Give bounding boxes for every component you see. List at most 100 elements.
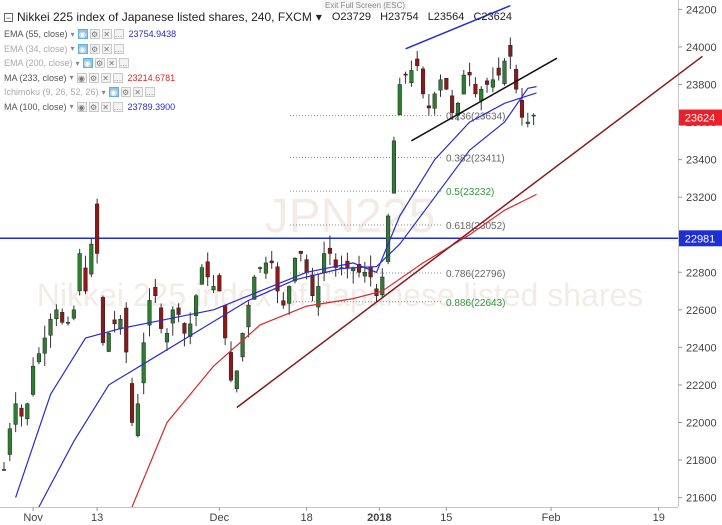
fib-level-label: 0.786(22796) — [446, 269, 506, 280]
y-tick-label: 24200 — [686, 4, 717, 16]
moving-average-line — [38, 86, 537, 508]
candle-body — [83, 267, 88, 292]
trendline-channel-top — [405, 4, 511, 50]
more-icon[interactable]: … — [118, 58, 129, 69]
candle-body — [258, 267, 263, 269]
candle-body — [1, 469, 7, 471]
candle-body — [415, 58, 420, 66]
candle-body — [89, 243, 94, 275]
price-badge — [679, 230, 722, 247]
eye-icon[interactable]: ◉ — [76, 101, 87, 112]
more-icon[interactable]: … — [112, 72, 123, 83]
candle-body — [467, 72, 472, 76]
candle-body — [362, 272, 367, 277]
settings-icon[interactable]: ⚙ — [88, 101, 99, 112]
indicator-row[interactable]: MA (100, close) ▾ ◉ ⚙ ✕… 23789.3900 — [4, 100, 518, 115]
indicator-row[interactable]: EMA (55, close) ▾ ◉ ⚙ ✕… 23754.9438 — [4, 27, 518, 42]
indicator-row[interactable]: MA (233, close) ▾ ◉ ⚙ ✕… 23214.6781 — [4, 71, 518, 86]
candle-body — [129, 383, 135, 423]
indicator-row[interactable]: EMA (34, close) ▾ ◉ ⚙ ✕… — [4, 42, 518, 57]
more-icon[interactable]: … — [112, 101, 123, 112]
candle-body — [19, 407, 24, 417]
candle-body — [211, 286, 216, 291]
high-value: H23754 — [380, 11, 419, 23]
more-icon[interactable]: … — [144, 87, 155, 98]
fib-level-label: 0.236(23634) — [446, 112, 506, 123]
exit-fullscreen-button[interactable]: Exit Full Screen (ESC) — [322, 0, 409, 11]
legend-title-row: − Nikkei 225 index of Japanese listed sh… — [4, 10, 518, 24]
candle-body — [199, 267, 204, 285]
candle-body — [432, 93, 437, 109]
symbol-title: Nikkei 225 index of Japanese listed shar… — [17, 10, 312, 24]
candle-body — [240, 333, 245, 358]
eye-icon[interactable]: ◉ — [77, 29, 88, 40]
delete-icon[interactable]: ✕ — [101, 29, 112, 40]
chevron-down-icon[interactable]: ▾ — [70, 44, 75, 54]
indicator-value: 23789.3900 — [127, 101, 176, 112]
candle-body — [391, 140, 396, 194]
candle-body — [269, 260, 274, 264]
chevron-down-icon[interactable]: ▾ — [315, 10, 322, 24]
candle-body — [356, 264, 362, 273]
collapse-icon[interactable]: − — [4, 12, 13, 23]
x-tick-label: 19 — [653, 512, 665, 524]
candle-body — [444, 78, 449, 90]
delete-icon[interactable]: ✕ — [100, 101, 111, 112]
candle-body — [100, 297, 105, 343]
candle-body — [176, 307, 181, 315]
candle-body — [287, 286, 292, 304]
candle-body — [112, 319, 117, 325]
candle-body — [490, 79, 495, 88]
candle-body — [281, 300, 286, 306]
eye-icon[interactable]: ◉ — [82, 58, 93, 69]
candle-body — [438, 79, 443, 91]
candle-body — [228, 352, 234, 381]
candle-body — [368, 266, 373, 278]
indicator-row[interactable]: Ichimoku (9, 26, 52, 26) ▾ ◉ ⚙ ✕… — [4, 85, 518, 100]
more-icon[interactable]: … — [113, 43, 124, 54]
candle-body — [54, 309, 59, 319]
more-icon[interactable]: … — [113, 29, 124, 40]
candle-body — [153, 287, 158, 296]
candle-body — [519, 99, 525, 118]
chevron-down-icon[interactable]: ▾ — [69, 73, 74, 83]
indicator-name: EMA (200, close) — [4, 58, 73, 69]
chevron-down-icon[interactable]: ▾ — [70, 29, 75, 39]
indicator-row[interactable]: EMA (200, close) ▾ ◉ ⚙ ✕… — [4, 56, 518, 71]
settings-icon[interactable]: ⚙ — [88, 72, 99, 83]
settings-icon[interactable]: ⚙ — [89, 43, 100, 54]
chevron-down-icon[interactable]: ▾ — [69, 102, 74, 112]
settings-icon[interactable]: ⚙ — [89, 29, 100, 40]
candle-body — [485, 80, 490, 85]
watermark-description: Nikkei 225 index of Japanese listed shar… — [37, 277, 644, 313]
chevron-down-icon[interactable]: ▾ — [101, 87, 106, 97]
y-tick-label: 22000 — [686, 418, 717, 430]
candle-body — [217, 275, 222, 292]
candle-body — [31, 365, 36, 395]
candle-body — [164, 333, 170, 343]
indicator-value: 23754.9438 — [128, 29, 177, 40]
settings-icon[interactable]: ⚙ — [120, 87, 131, 98]
delete-icon[interactable]: ✕ — [106, 58, 117, 69]
chevron-down-icon[interactable]: ▾ — [75, 58, 80, 68]
settings-icon[interactable]: ⚙ — [94, 58, 105, 69]
delete-icon[interactable]: ✕ — [132, 87, 143, 98]
candle-body — [461, 74, 466, 95]
price-badge — [679, 109, 722, 126]
eye-icon[interactable]: ◉ — [108, 87, 119, 98]
fib-level-label: 0.886(22643) — [446, 298, 506, 309]
candle-body — [450, 95, 455, 113]
candle-body — [124, 307, 129, 353]
y-tick-label: 22400 — [686, 342, 717, 354]
eye-icon[interactable]: ◉ — [76, 72, 87, 83]
eye-icon[interactable]: ◉ — [77, 43, 88, 54]
delete-icon[interactable]: ✕ — [100, 72, 111, 83]
candle-body — [420, 68, 426, 95]
candle-body — [473, 84, 478, 95]
candle-body — [252, 276, 257, 300]
delete-icon[interactable]: ✕ — [101, 43, 112, 54]
candle-body — [403, 73, 408, 76]
candle-body — [118, 318, 123, 330]
y-tick-label: 21800 — [686, 455, 717, 467]
